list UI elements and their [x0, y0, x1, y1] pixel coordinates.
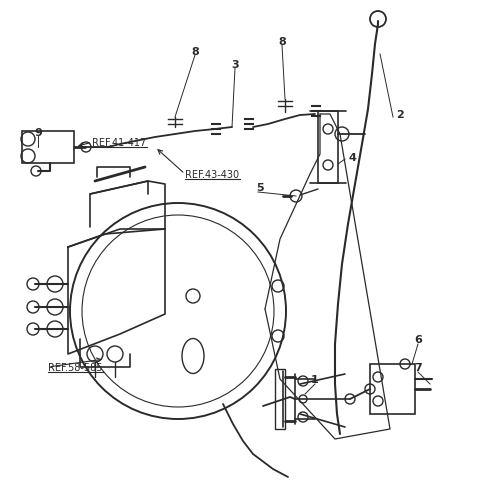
Text: 1: 1: [311, 374, 319, 384]
Text: 9: 9: [34, 128, 42, 138]
Bar: [22, 132, 74, 163]
Text: REF.58-585: REF.58-585: [48, 362, 103, 372]
Text: 6: 6: [414, 334, 422, 345]
Text: 3: 3: [231, 60, 239, 70]
Bar: [275, 369, 285, 429]
Text: REF.41-417: REF.41-417: [92, 138, 146, 148]
Text: 4: 4: [348, 153, 356, 163]
Text: 5: 5: [256, 183, 264, 193]
Bar: [318, 112, 338, 183]
Text: 2: 2: [396, 110, 404, 120]
Text: 7: 7: [414, 362, 422, 372]
Bar: [370, 364, 415, 414]
Text: 8: 8: [191, 47, 199, 57]
Text: 8: 8: [278, 37, 286, 47]
Text: REF.43-430: REF.43-430: [185, 170, 239, 180]
